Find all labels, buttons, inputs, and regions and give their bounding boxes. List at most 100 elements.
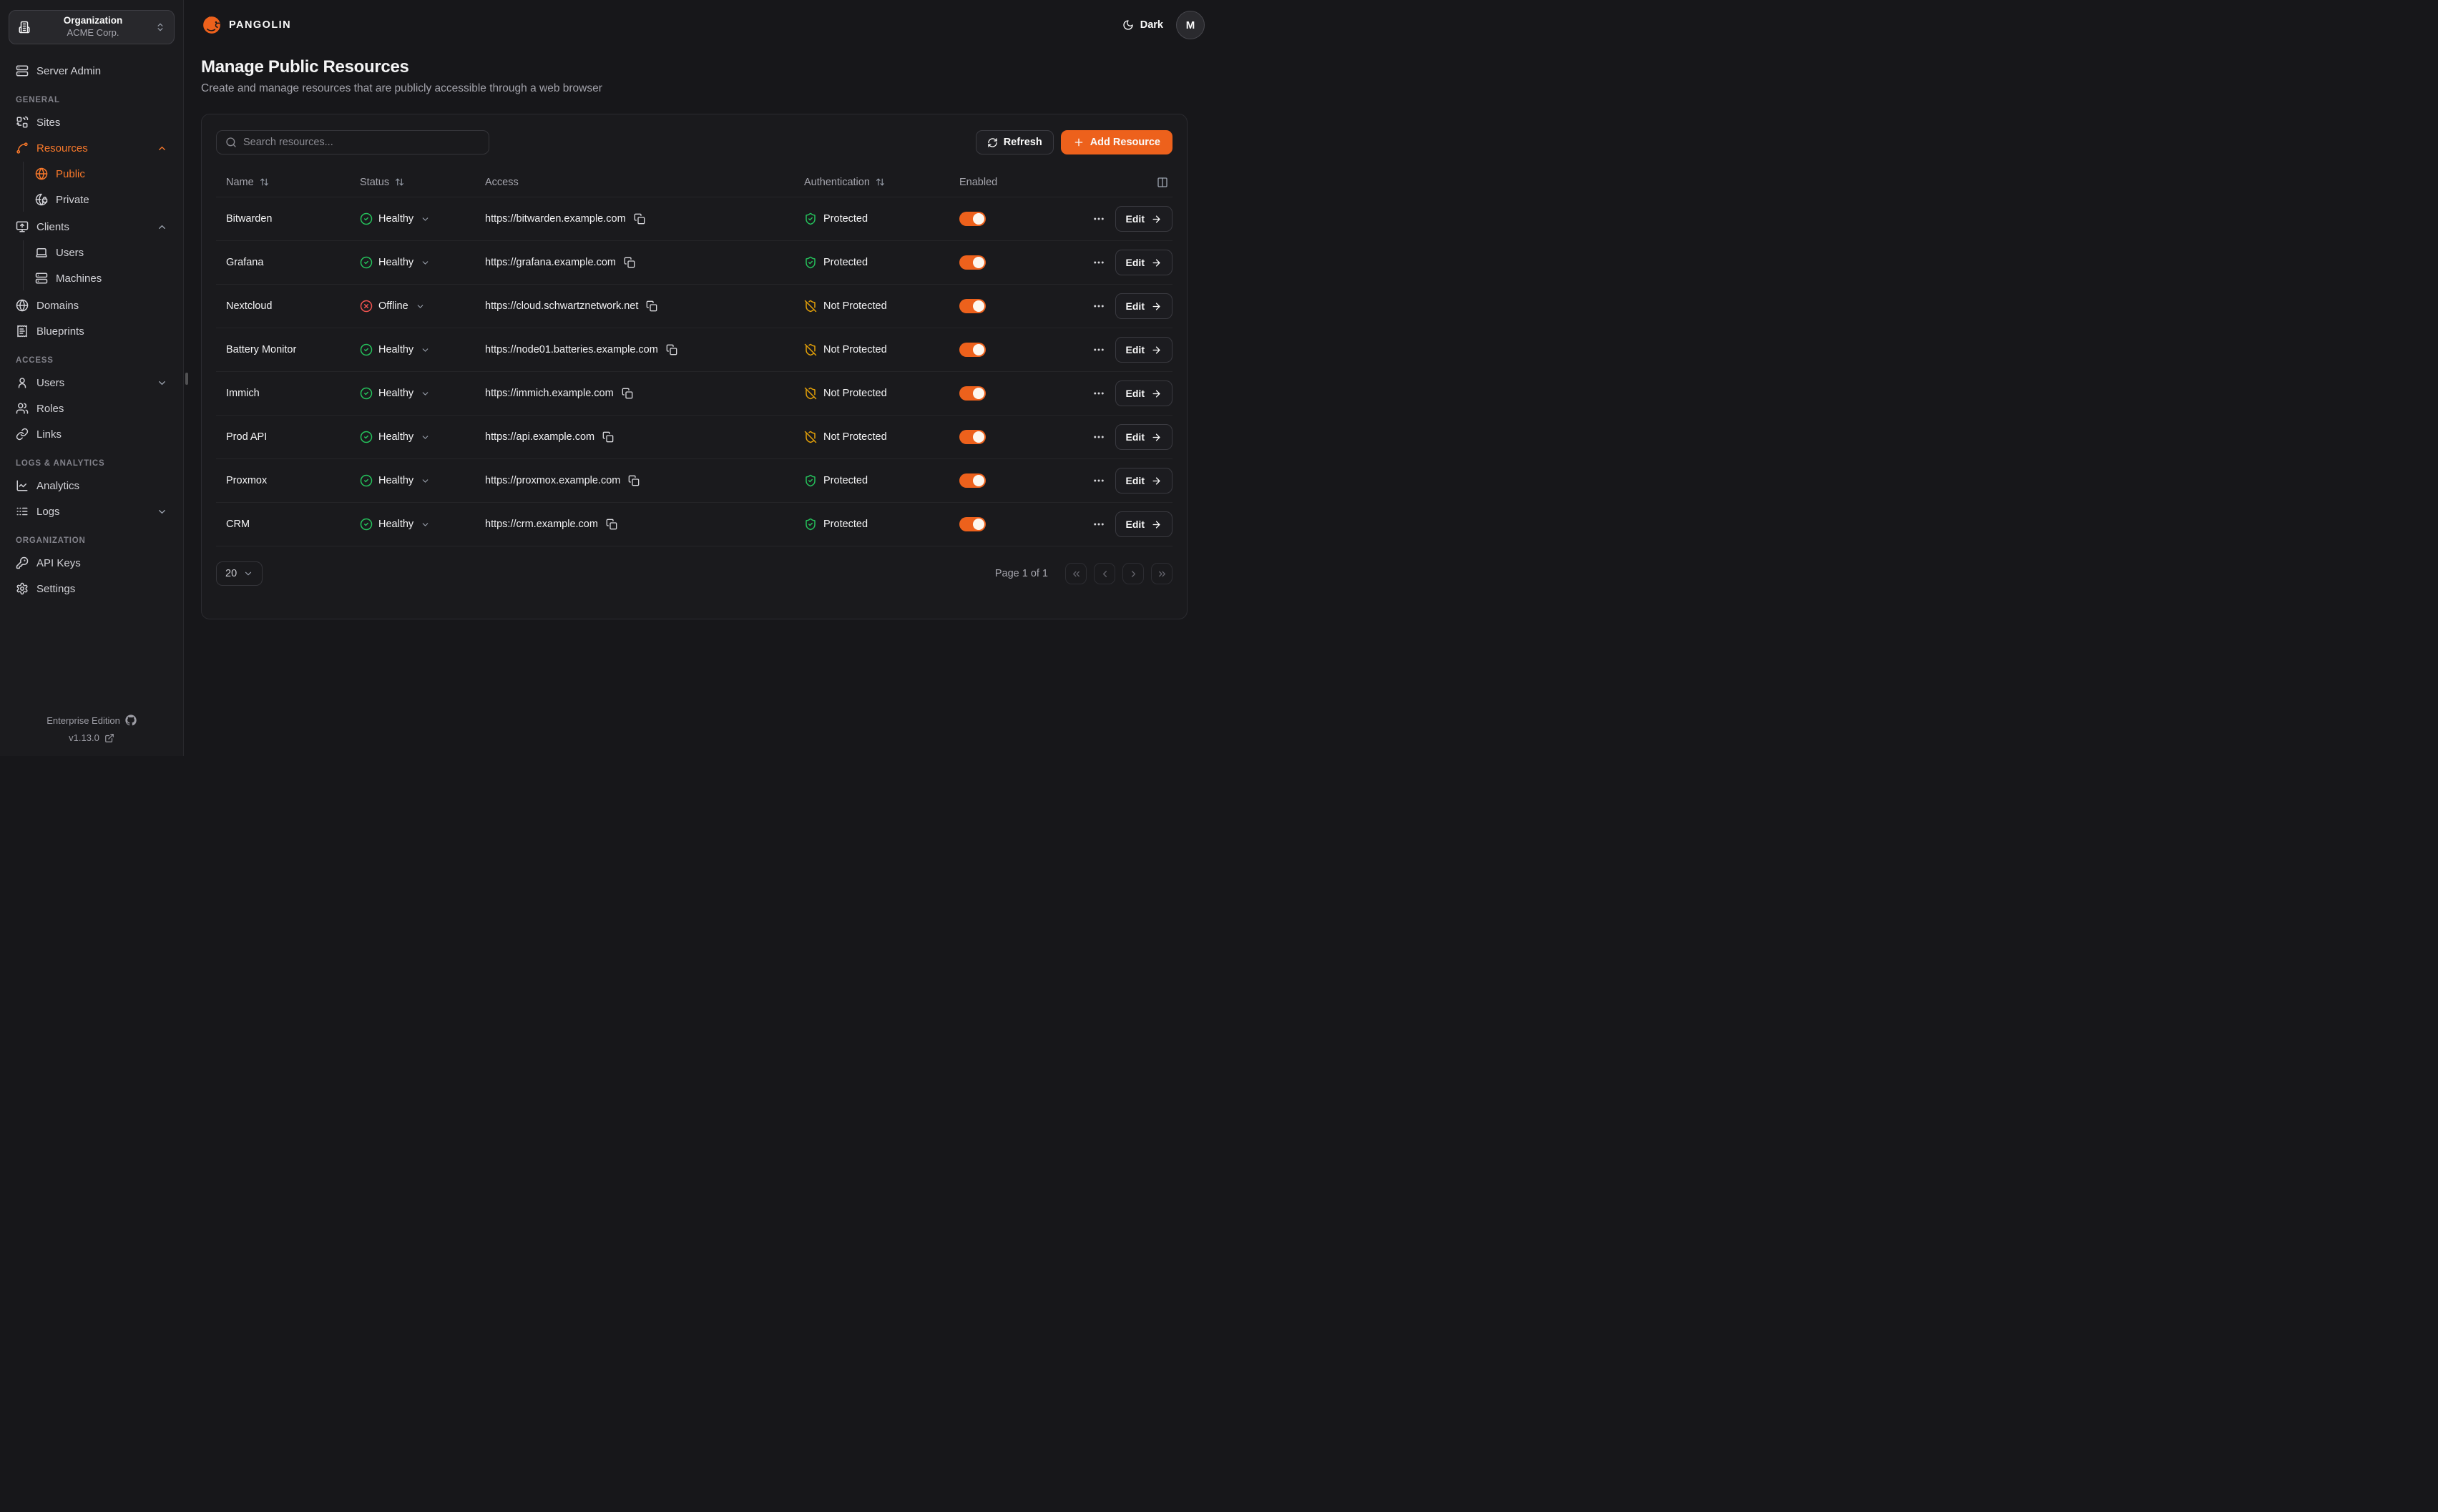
- prev-page-button[interactable]: [1094, 563, 1115, 584]
- status-pill[interactable]: Healthy: [360, 212, 485, 225]
- auth-label: Protected: [823, 213, 868, 225]
- column-visibility-button[interactable]: [1157, 177, 1168, 188]
- sidebar-item-machines[interactable]: Machines: [28, 266, 175, 290]
- add-resource-button[interactable]: Add Resource: [1060, 130, 1173, 154]
- edit-button[interactable]: Edit: [1115, 511, 1173, 537]
- sidebar-nav: Server Admin GENERAL Sites Resources Public P…: [9, 59, 175, 708]
- sidebar-item-settings[interactable]: Settings: [9, 576, 175, 601]
- columns-icon: [1157, 177, 1168, 188]
- edit-button[interactable]: Edit: [1115, 468, 1173, 494]
- status-pill[interactable]: Healthy: [360, 387, 485, 400]
- row-menu-button[interactable]: [1092, 256, 1105, 269]
- sidebar-item-clients[interactable]: Clients: [9, 215, 175, 239]
- enabled-toggle[interactable]: [959, 255, 986, 270]
- status-pill[interactable]: Healthy: [360, 518, 485, 531]
- row-menu-button[interactable]: [1092, 431, 1105, 443]
- copy-icon: [606, 519, 617, 530]
- enabled-toggle[interactable]: [959, 430, 986, 444]
- status-pill[interactable]: Offline: [360, 300, 485, 313]
- refresh-button[interactable]: Refresh: [975, 130, 1054, 154]
- resources-card: Refresh Add Resource Name Status Access Aut…: [201, 114, 1188, 619]
- sidebar-item-users[interactable]: Users: [9, 370, 175, 395]
- theme-toggle[interactable]: Dark: [1122, 19, 1163, 31]
- sidebar-item-blueprints[interactable]: Blueprints: [9, 319, 175, 343]
- table-row: Proxmox Healthy https://proxmox.example.co…: [216, 459, 1173, 503]
- first-page-button[interactable]: [1065, 563, 1087, 584]
- edit-button[interactable]: Edit: [1115, 293, 1173, 319]
- version-line[interactable]: v1.13.0: [9, 732, 175, 743]
- row-menu-button[interactable]: [1092, 343, 1105, 356]
- column-header-status[interactable]: Status: [360, 177, 485, 188]
- brand[interactable]: PANGOLIN: [201, 14, 291, 36]
- copy-url-button[interactable]: [628, 475, 640, 486]
- status-pill[interactable]: Healthy: [360, 256, 485, 269]
- table-row: CRM Healthy https://crm.example.com Protect…: [216, 503, 1173, 546]
- column-header-authentication[interactable]: Authentication: [804, 177, 959, 188]
- last-page-button[interactable]: [1151, 563, 1173, 584]
- sidebar-item-roles[interactable]: Roles: [9, 396, 175, 421]
- sidebar-subitems: Users Machines: [23, 240, 175, 290]
- copy-url-button[interactable]: [624, 257, 635, 268]
- key-icon: [16, 556, 29, 569]
- column-header-access: Access: [485, 177, 804, 188]
- shield-check-icon: [804, 518, 817, 531]
- enabled-toggle[interactable]: [959, 299, 986, 313]
- copy-url-button[interactable]: [646, 300, 657, 312]
- sidebar-scrollbar-thumb[interactable]: [185, 373, 188, 385]
- edit-button[interactable]: Edit: [1115, 337, 1173, 363]
- column-header-label: Name: [226, 176, 254, 188]
- chevron-up-icon: [157, 143, 167, 154]
- sidebar-item-resources[interactable]: Resources: [9, 136, 175, 160]
- sidebar-item-analytics[interactable]: Analytics: [9, 473, 175, 498]
- enabled-toggle[interactable]: [959, 473, 986, 488]
- brand-name: PANGOLIN: [229, 19, 292, 31]
- row-menu-button[interactable]: [1092, 474, 1105, 487]
- sidebar-item-server-admin[interactable]: Server Admin: [9, 59, 175, 83]
- org-selector[interactable]: Organization ACME Corp.: [9, 10, 175, 44]
- sidebar-item-domains[interactable]: Domains: [9, 293, 175, 318]
- sidebar-item-public[interactable]: Public: [28, 162, 175, 186]
- sidebar-item-users[interactable]: Users: [28, 240, 175, 265]
- next-page-button[interactable]: [1122, 563, 1144, 584]
- edit-button[interactable]: Edit: [1115, 424, 1173, 450]
- sidebar-item-logs[interactable]: Logs: [9, 499, 175, 524]
- copy-url-button[interactable]: [666, 344, 677, 355]
- server-icon: [16, 64, 29, 77]
- enabled-toggle[interactable]: [959, 343, 986, 357]
- sidebar-item-sites[interactable]: Sites: [9, 110, 175, 134]
- search-input[interactable]: [243, 137, 480, 148]
- edit-button[interactable]: Edit: [1115, 250, 1173, 275]
- copy-url-button[interactable]: [606, 519, 617, 530]
- status-pill[interactable]: Healthy: [360, 343, 485, 356]
- ellipsis-icon: [1092, 387, 1105, 400]
- edition-line[interactable]: Enterprise Edition: [9, 715, 175, 726]
- status-label: Healthy: [378, 257, 414, 268]
- chevrons-left-icon: [1071, 569, 1082, 579]
- copy-url-button[interactable]: [634, 213, 645, 225]
- row-menu-button[interactable]: [1092, 300, 1105, 313]
- edit-button[interactable]: Edit: [1115, 381, 1173, 406]
- refresh-label: Refresh: [1003, 137, 1042, 148]
- sidebar-item-links[interactable]: Links: [9, 422, 175, 446]
- status-pill[interactable]: Healthy: [360, 474, 485, 487]
- copy-url-button[interactable]: [622, 388, 633, 399]
- status-pill[interactable]: Healthy: [360, 431, 485, 443]
- row-menu-button[interactable]: [1092, 212, 1105, 225]
- theme-toggle-label: Dark: [1140, 19, 1163, 31]
- logs-icon: [16, 505, 29, 518]
- edit-button[interactable]: Edit: [1115, 206, 1173, 232]
- row-menu-button[interactable]: [1092, 387, 1105, 400]
- avatar[interactable]: M: [1176, 11, 1205, 39]
- sidebar-item-label: Sites: [36, 116, 61, 129]
- column-header-name[interactable]: Name: [226, 177, 360, 188]
- enabled-toggle[interactable]: [959, 517, 986, 531]
- chevron-down-icon: [416, 302, 425, 311]
- sidebar-item-api-keys[interactable]: API Keys: [9, 551, 175, 575]
- copy-url-button[interactable]: [602, 431, 614, 443]
- row-menu-button[interactable]: [1092, 518, 1105, 531]
- enabled-toggle[interactable]: [959, 212, 986, 226]
- enabled-toggle[interactable]: [959, 386, 986, 401]
- sidebar-item-private[interactable]: Private: [28, 187, 175, 212]
- page-size-select[interactable]: 20: [216, 561, 263, 586]
- shield-check-icon: [804, 474, 817, 487]
